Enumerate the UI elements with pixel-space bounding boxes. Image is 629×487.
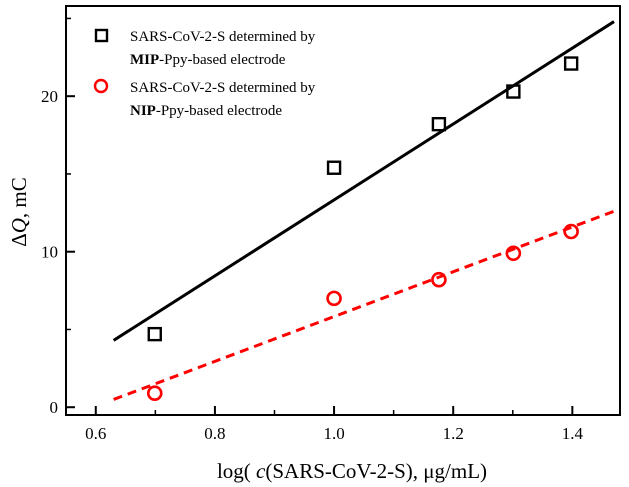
legend-text-mip-line1: SARS-CoV-2-S determined by [130, 29, 316, 45]
legend-text-nip-line2: NIP-Ppy-based electrode [130, 103, 282, 119]
legend-marker-square [94, 28, 109, 43]
data-point-square [147, 326, 162, 342]
x-tick-label: 1.2 [443, 424, 464, 443]
x-tick-label: 1.4 [562, 424, 584, 443]
y-tick-label: 0 [50, 398, 59, 417]
legend-marker-circle [93, 78, 109, 94]
data-point-square [506, 84, 521, 99]
legend: SARS-CoV-2-S determined by MIP-Ppy-based… [93, 28, 316, 119]
fit-lines [112, 20, 615, 401]
legend-text-mip-line2: MIP-Ppy-based electrode [130, 52, 286, 68]
legend-text-nip-line1: SARS-CoV-2-S determined by [130, 80, 316, 96]
legend-entry-mip: SARS-CoV-2-S determined by MIP-Ppy-based… [94, 28, 316, 68]
data-point-square [326, 160, 342, 175]
y-tick-label: 20 [41, 87, 58, 106]
data-point-circle [326, 290, 342, 307]
x-axis-title: log( c(SARS-CoV-2-S), μg/mL) [217, 459, 487, 483]
x-axis-ticks: 0.6 0.8 1.0 1.2 1.4 [85, 406, 583, 443]
x-tick-label: 0.6 [85, 424, 106, 443]
data-point-circle [146, 385, 163, 402]
y-tick-label: 10 [41, 243, 58, 262]
data-point-circle [431, 271, 447, 288]
data-point-square [431, 116, 447, 132]
data-point-square [563, 56, 579, 71]
plot-border [65, 5, 621, 416]
x-tick-label: 1.0 [323, 424, 344, 443]
fit-line-series-0 [112, 20, 615, 342]
data-point-circle [563, 223, 579, 240]
plot-frame [65, 5, 621, 416]
y-axis-title: ΔQ, mC [7, 177, 31, 247]
y-axis-ticks: 0 10 20 [41, 17, 75, 417]
fit-line-series-1 [113, 209, 615, 401]
x-tick-label: 0.8 [204, 424, 225, 443]
data-markers [146, 56, 579, 402]
legend-entry-nip: SARS-CoV-2-S determined by NIP-Ppy-based… [93, 78, 316, 119]
data-point-circle [505, 245, 522, 262]
